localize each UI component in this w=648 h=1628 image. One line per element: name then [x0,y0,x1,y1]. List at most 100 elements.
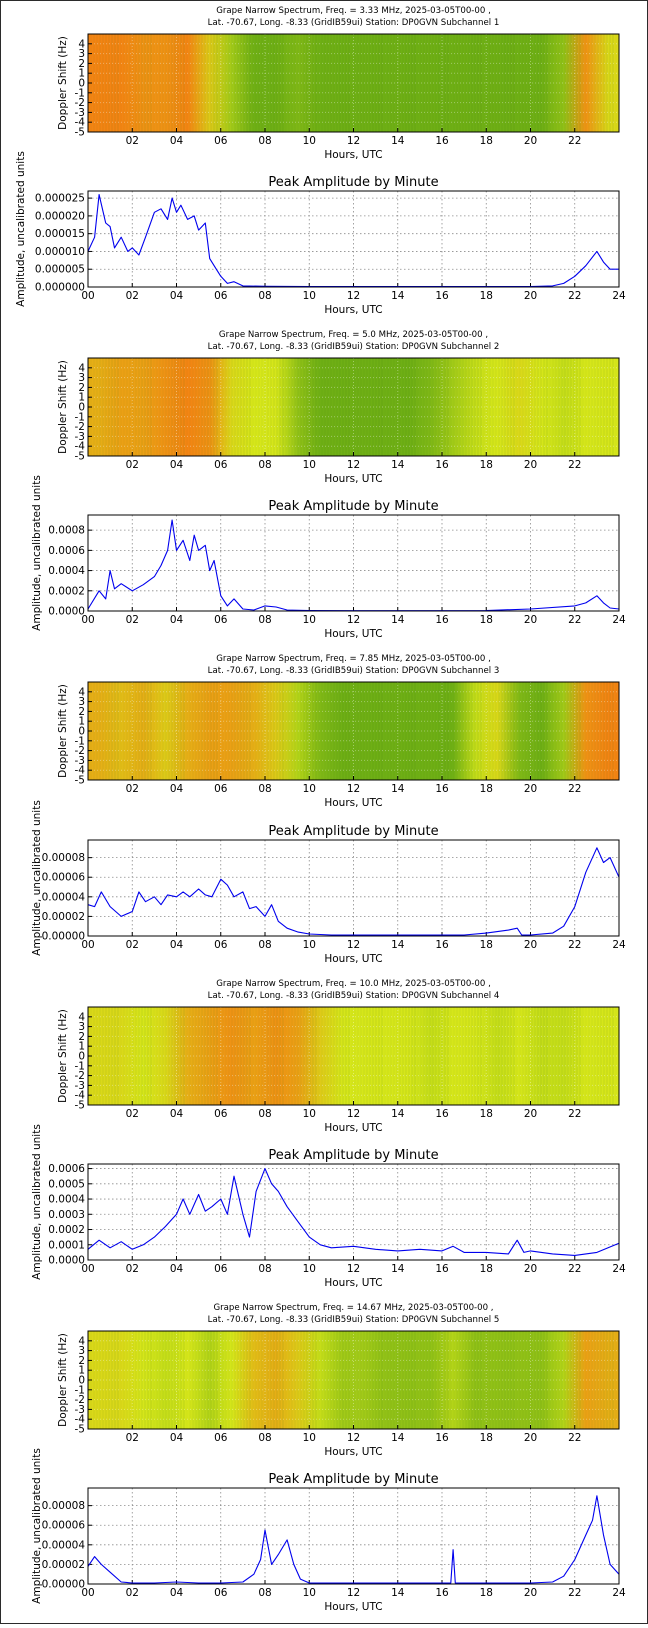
amplitude-xtick-label: 10 [303,1587,316,1599]
spectrum-xtick-label: 02 [126,1432,139,1444]
spectrum-xtick-label: 18 [480,135,493,147]
spectrum-xtick-label: 12 [347,1108,360,1120]
spectrum-frame [87,357,620,457]
spectrum-xlabel: Hours, UTC [324,797,382,809]
spectrum-ylabel: Doppler Shift (Hz) [57,684,69,778]
spectrum-xlabel: Hours, UTC [324,1446,382,1458]
amplitude-xtick-label: 24 [612,1587,626,1599]
amplitude-ytick-label: 0.00006 [42,1520,86,1532]
amplitude-series-line [87,194,619,288]
spectrum-xtick-label: 16 [435,459,449,471]
spectrum-ytick-label: 1 [78,392,85,404]
amplitude-xtick-label: 00 [81,939,94,951]
spectrum-ytick-label: 0 [78,1375,85,1387]
amplitude-xtick-label: 24 [612,1263,626,1275]
spectrum-xtick-label: 04 [170,1108,184,1120]
amplitude-xtick-label: 02 [126,1263,139,1275]
amplitude-xlabel: Hours, UTC [324,953,382,965]
amplitude-xtick-label: 22 [568,290,581,302]
amplitude-xtick-label: 08 [258,290,271,302]
spectrum-ytick-label: -5 [75,1424,85,1436]
amplitude-ytick-label: 0.000015 [35,228,85,240]
amplitude-title: Peak Amplitude by Minute [268,175,438,190]
amplitude-ytick-label: 0.00004 [42,1539,86,1551]
spectrum-ytick-label: -4 [75,765,86,777]
spectrum-frame [87,681,620,781]
spectrum-ylabel: Doppler Shift (Hz) [57,1333,69,1427]
spectrum-title-line1: Grape Narrow Spectrum, Freq. = 5.0 MHz, … [219,330,488,340]
amplitude-ytick-label: 0.0005 [48,1178,85,1190]
spectrum-ytick-label: 2 [78,58,85,70]
amplitude-title: Peak Amplitude by Minute [268,1472,438,1487]
amplitude-frame [87,190,620,288]
amplitude-frame [87,514,620,612]
spectrum-ytick-label: -1 [75,1384,85,1396]
spectrum-xtick-label: 06 [214,783,228,795]
amplitude-ylabel: Amplitude, uncalibrated units [31,475,43,631]
spectrum-title-line1: Grape Narrow Spectrum, Freq. = 10.0 MHz,… [216,979,491,989]
amplitude-ytick-label: 0.000025 [35,193,85,205]
amplitude-ylabel: Amplitude, uncalibrated units [31,800,43,956]
amplitude-series-line [87,1168,620,1256]
spectrum-xtick-label: 08 [258,459,271,471]
spectrum-ytick-label: 2 [78,382,85,394]
amplitude-xtick-label: 12 [347,1587,360,1599]
amplitude-xtick-label: 24 [612,939,626,951]
amplitude-xtick-label: 02 [126,939,139,951]
spectrum-title-line1: Grape Narrow Spectrum, Freq. = 7.85 MHz,… [216,654,491,664]
amplitude-xtick-label: 08 [258,1587,271,1599]
spectrum-ytick-label: -5 [75,127,85,139]
spectrum-ytick-label: 4 [78,1011,85,1023]
amplitude-ytick-label: 0.000000 [35,282,85,294]
amplitude-ytick-label: 0.0004 [48,1194,85,1206]
amplitude-title: Peak Amplitude by Minute [268,1148,438,1163]
spectrum-xlabel: Hours, UTC [324,1122,382,1134]
spectrum-xtick-label: 20 [524,1108,537,1120]
spectrum-heatmap [88,34,619,132]
spectrum-xtick-label: 10 [303,459,316,471]
spectrum-xtick-label: 08 [258,1108,271,1120]
spectrum-xtick-label: 12 [347,1432,360,1444]
spectrum-xtick-label: 08 [258,135,271,147]
amplitude-xtick-label: 22 [568,1587,581,1599]
amplitude-xtick-label: 06 [214,290,228,302]
spectrum-ytick-label: -1 [75,87,85,99]
spectrum-xtick-label: 14 [391,783,405,795]
spectrum-ytick-label: 3 [78,696,85,708]
amplitude-xtick-label: 18 [480,290,493,302]
amplitude-xtick-label: 14 [391,1263,405,1275]
spectrum-ytick-label: 0 [78,78,85,90]
amplitude-ytick-label: 0.00002 [42,911,85,923]
spectrum-xtick-label: 02 [126,1108,139,1120]
amplitude-xtick-label: 16 [435,290,449,302]
spectrum-ytick-label: 1 [78,1041,85,1053]
amplitude-xtick-label: 02 [126,290,139,302]
amplitude-ytick-label: 0.00008 [42,852,85,864]
amplitude-series-line [87,847,620,936]
spectrum-ytick-label: -3 [75,431,85,443]
amplitude-xlabel: Hours, UTC [324,304,382,316]
amplitude-xtick-label: 10 [303,614,316,626]
spectrum-xtick-label: 06 [214,459,228,471]
spectrum-xtick-label: 14 [391,135,405,147]
amplitude-xtick-label: 16 [435,1587,449,1599]
spectrum-heatmap [88,1331,619,1429]
spectrum-xtick-label: 22 [568,1432,581,1444]
amplitude-xtick-label: 22 [568,614,581,626]
spectrum-frame [87,1006,620,1106]
spectrum-ytick-label: -3 [75,755,85,767]
spectrum-heatmap [88,358,619,456]
spectrum-xtick-label: 04 [170,783,184,795]
spectrum-xtick-label: 20 [524,135,537,147]
spectrum-xtick-label: 22 [568,1108,581,1120]
spectrum-ytick-label: 3 [78,372,85,384]
amplitude-ytick-label: 0.0006 [48,1163,85,1175]
spectrum-title-line2: Lat. -70.67, Long. -8.33 (GridIB59ui) St… [208,991,500,1001]
amplitude-xtick-label: 10 [303,939,316,951]
amplitude-frame [87,1163,620,1261]
amplitude-xtick-label: 20 [524,614,537,626]
spectrum-ytick-label: 0 [78,402,85,414]
spectrum-xtick-label: 12 [347,135,360,147]
